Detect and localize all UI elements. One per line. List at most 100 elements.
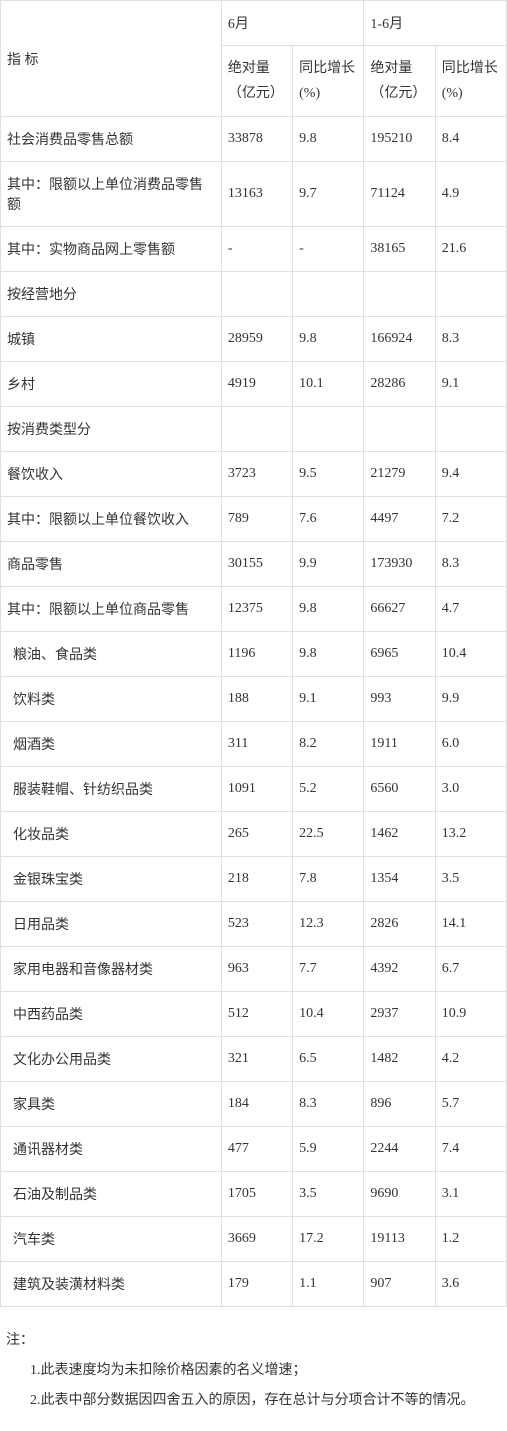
cell-value: 311 bbox=[221, 722, 292, 767]
cell-value: - bbox=[293, 227, 364, 272]
cell-value: 30155 bbox=[221, 542, 292, 587]
cell-indicator: 服装鞋帽、针纺织品类 bbox=[1, 767, 222, 812]
cell-value: 12.3 bbox=[293, 902, 364, 947]
cell-value: 1482 bbox=[364, 1037, 435, 1082]
cell-value: 6.7 bbox=[435, 947, 506, 992]
cell-value: 14.1 bbox=[435, 902, 506, 947]
cell-value: 8.3 bbox=[435, 542, 506, 587]
table-row: 粮油、食品类11969.8696510.4 bbox=[1, 632, 507, 677]
table-row: 石油及制品类17053.596903.1 bbox=[1, 1172, 507, 1217]
cell-indicator: 建筑及装潢材料类 bbox=[1, 1262, 222, 1307]
cell-value: 7.6 bbox=[293, 497, 364, 542]
note-item: 2.此表中部分数据因四舍五入的原因，存在总计与分项合计不等的情况。 bbox=[30, 1389, 501, 1409]
cell-value: 66627 bbox=[364, 587, 435, 632]
cell-value: 1462 bbox=[364, 812, 435, 857]
cell-value: 265 bbox=[221, 812, 292, 857]
cell-value: 184 bbox=[221, 1082, 292, 1127]
cell-value: 9.7 bbox=[293, 162, 364, 227]
cell-value: 3.1 bbox=[435, 1172, 506, 1217]
table-row: 按经营地分 bbox=[1, 272, 507, 317]
table-row: 按消费类型分 bbox=[1, 407, 507, 452]
cell-value: 5.2 bbox=[293, 767, 364, 812]
cell-value: 195210 bbox=[364, 117, 435, 162]
cell-value: 13.2 bbox=[435, 812, 506, 857]
cell-value bbox=[435, 407, 506, 452]
cell-indicator: 商品零售 bbox=[1, 542, 222, 587]
cell-indicator: 按经营地分 bbox=[1, 272, 222, 317]
table-row: 中西药品类51210.4293710.9 bbox=[1, 992, 507, 1037]
cell-value bbox=[293, 272, 364, 317]
cell-indicator: 化妆品类 bbox=[1, 812, 222, 857]
cell-value: 9.8 bbox=[293, 587, 364, 632]
table-row: 其中：实物商品网上零售额--3816521.6 bbox=[1, 227, 507, 272]
cell-value: 179 bbox=[221, 1262, 292, 1307]
cell-value bbox=[435, 272, 506, 317]
cell-indicator: 中西药品类 bbox=[1, 992, 222, 1037]
cell-value: 896 bbox=[364, 1082, 435, 1127]
cell-value: 7.2 bbox=[435, 497, 506, 542]
cell-value: 4919 bbox=[221, 362, 292, 407]
table-row: 商品零售301559.91739308.3 bbox=[1, 542, 507, 587]
cell-value: 907 bbox=[364, 1262, 435, 1307]
cell-value: 2826 bbox=[364, 902, 435, 947]
cell-indicator: 粮油、食品类 bbox=[1, 632, 222, 677]
cell-value: 6.5 bbox=[293, 1037, 364, 1082]
cell-indicator: 其中：实物商品网上零售额 bbox=[1, 227, 222, 272]
cell-value: 9.1 bbox=[435, 362, 506, 407]
cell-indicator: 其中：限额以上单位餐饮收入 bbox=[1, 497, 222, 542]
cell-value: 789 bbox=[221, 497, 292, 542]
header-cumulative: 1-6月 bbox=[364, 1, 507, 46]
table-row: 化妆品类26522.5146213.2 bbox=[1, 812, 507, 857]
table-row: 日用品类52312.3282614.1 bbox=[1, 902, 507, 947]
cell-value: 9.1 bbox=[293, 677, 364, 722]
cell-value: 1705 bbox=[221, 1172, 292, 1217]
cell-value: - bbox=[221, 227, 292, 272]
cell-indicator: 通讯器材类 bbox=[1, 1127, 222, 1172]
cell-value: 3.5 bbox=[293, 1172, 364, 1217]
cell-value: 9.9 bbox=[293, 542, 364, 587]
cell-indicator: 餐饮收入 bbox=[1, 452, 222, 497]
table-row: 建筑及装潢材料类1791.19073.6 bbox=[1, 1262, 507, 1307]
cell-indicator: 按消费类型分 bbox=[1, 407, 222, 452]
table-row: 金银珠宝类2187.813543.5 bbox=[1, 857, 507, 902]
header-month: 6月 bbox=[221, 1, 364, 46]
table-body: 社会消费品零售总额338789.81952108.4其中：限额以上单位消费品零售… bbox=[1, 117, 507, 1307]
cell-indicator: 金银珠宝类 bbox=[1, 857, 222, 902]
cell-value: 4.7 bbox=[435, 587, 506, 632]
cell-value: 4497 bbox=[364, 497, 435, 542]
cell-value bbox=[221, 407, 292, 452]
cell-indicator: 其中：限额以上单位消费品零售额 bbox=[1, 162, 222, 227]
cell-value: 8.3 bbox=[293, 1082, 364, 1127]
cell-value: 4.9 bbox=[435, 162, 506, 227]
table-row: 其中：限额以上单位餐饮收入7897.644977.2 bbox=[1, 497, 507, 542]
cell-value: 28959 bbox=[221, 317, 292, 362]
cell-value: 19113 bbox=[364, 1217, 435, 1262]
notes-title: 注： bbox=[6, 1329, 501, 1349]
cell-value: 8.2 bbox=[293, 722, 364, 767]
cell-indicator: 汽车类 bbox=[1, 1217, 222, 1262]
cell-value: 3723 bbox=[221, 452, 292, 497]
cell-value: 5.9 bbox=[293, 1127, 364, 1172]
cell-value: 7.8 bbox=[293, 857, 364, 902]
cell-value: 218 bbox=[221, 857, 292, 902]
cell-value bbox=[364, 407, 435, 452]
cell-value: 188 bbox=[221, 677, 292, 722]
cell-value: 9.4 bbox=[435, 452, 506, 497]
table-row: 饮料类1889.19939.9 bbox=[1, 677, 507, 722]
table-row: 社会消费品零售总额338789.81952108.4 bbox=[1, 117, 507, 162]
cell-value: 477 bbox=[221, 1127, 292, 1172]
retail-sales-table: 指 标 6月 1-6月 绝对量 （亿元） 同比增长(%) 绝对量 （亿元） 同比… bbox=[0, 0, 507, 1307]
cell-value bbox=[364, 272, 435, 317]
cell-value: 993 bbox=[364, 677, 435, 722]
table-row: 城镇289599.81669248.3 bbox=[1, 317, 507, 362]
cell-indicator: 饮料类 bbox=[1, 677, 222, 722]
cell-value: 1354 bbox=[364, 857, 435, 902]
cell-value: 1.2 bbox=[435, 1217, 506, 1262]
cell-value bbox=[293, 407, 364, 452]
cell-value: 4392 bbox=[364, 947, 435, 992]
header-abs-label: 绝对量 bbox=[228, 61, 270, 76]
header-unit-label: （亿元） bbox=[228, 86, 284, 101]
cell-indicator: 日用品类 bbox=[1, 902, 222, 947]
note-item: 1.此表速度均为未扣除价格因素的名义增速； bbox=[30, 1359, 501, 1379]
table-row: 通讯器材类4775.922447.4 bbox=[1, 1127, 507, 1172]
